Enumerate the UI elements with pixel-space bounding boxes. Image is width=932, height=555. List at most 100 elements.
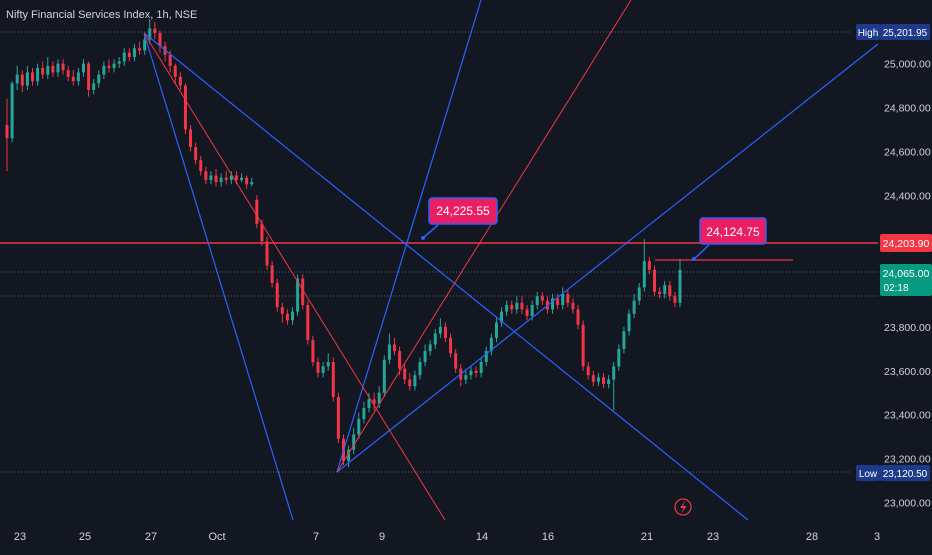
candle-body <box>148 28 152 40</box>
candle-body <box>505 304 509 312</box>
time-axis[interactable]: 23 25 27 Oct 7 9 14 16 21 23 28 3 <box>14 531 880 543</box>
candle <box>25 65 29 90</box>
last-price-text: 24,065.00 <box>883 268 930 280</box>
candle <box>612 362 616 411</box>
candle-body <box>581 324 585 367</box>
candle-body <box>352 434 356 450</box>
candle-body <box>112 63 116 69</box>
candle-body <box>612 366 616 380</box>
candle <box>331 357 335 402</box>
x-tick-label: 28 <box>806 531 818 543</box>
candle <box>245 175 249 189</box>
candle-body <box>245 177 249 185</box>
lightning-bolt-icon[interactable] <box>674 498 692 516</box>
candle-body <box>520 302 524 310</box>
candle-body <box>97 74 101 84</box>
candle <box>525 304 529 321</box>
candle <box>607 375 611 389</box>
candle-body <box>30 72 34 82</box>
candle-body <box>392 344 396 352</box>
fan-line-down[interactable] <box>143 32 446 521</box>
trendline-down[interactable] <box>143 32 749 521</box>
candle <box>535 291 539 310</box>
trendline-steep-down[interactable] <box>143 32 294 521</box>
candle-body <box>653 269 657 292</box>
candle-body <box>673 296 677 303</box>
x-tick-label: 21 <box>641 531 653 543</box>
candle <box>367 392 371 413</box>
candle-body <box>173 65 177 77</box>
candle-body <box>398 351 402 369</box>
candle <box>464 370 468 384</box>
candle-body <box>413 375 417 387</box>
candle <box>41 61 45 79</box>
candle-body <box>194 147 198 161</box>
candle <box>489 333 493 356</box>
candle-body <box>678 269 682 303</box>
candle <box>250 177 254 187</box>
candle-body <box>107 65 111 69</box>
candle-body <box>418 362 422 376</box>
candle-body <box>168 54 172 66</box>
candle <box>398 346 402 376</box>
candle-body <box>617 348 621 367</box>
candle-body <box>132 48 136 58</box>
candle-body <box>199 160 203 172</box>
candle <box>596 372 600 387</box>
candle <box>148 19 152 44</box>
candle-body <box>494 322 498 338</box>
candle-body <box>275 283 279 308</box>
callout-box <box>428 197 498 225</box>
candle-body <box>71 76 75 82</box>
candle-body <box>296 278 300 312</box>
candle-body <box>525 309 529 316</box>
lightning-bolt-shape <box>680 501 687 514</box>
x-tick-label: 23 <box>14 531 26 543</box>
candle-body <box>46 65 50 75</box>
price-callout-24124[interactable]: 24,124.75 <box>692 217 767 261</box>
candle <box>673 291 677 308</box>
candle <box>561 287 565 310</box>
candle <box>668 280 672 301</box>
candle <box>46 57 50 79</box>
candle-body <box>596 377 600 382</box>
candle-body <box>377 392 381 404</box>
candle-body <box>551 298 555 310</box>
candle-body <box>637 287 641 301</box>
candle-body <box>25 72 29 86</box>
y-tick-label: 23,200.00 <box>884 454 931 466</box>
candle-body <box>270 265 274 284</box>
candle-body <box>372 399 376 404</box>
candle-body <box>576 309 580 325</box>
candle-body <box>209 175 213 180</box>
candle <box>387 333 391 365</box>
x-tick-label: 16 <box>542 531 554 543</box>
candle-body <box>357 419 361 435</box>
candle-body <box>291 311 295 321</box>
candle <box>219 173 223 187</box>
x-tick-label: 9 <box>379 531 385 543</box>
chart-title: Nifty Financial Services Index, 1h, NSE <box>6 9 197 21</box>
candle-body <box>469 370 473 376</box>
x-tick-label: 23 <box>707 531 719 543</box>
candle <box>678 258 682 308</box>
trendline-steep-up[interactable] <box>336 0 482 473</box>
candle <box>153 21 157 40</box>
candle <box>627 309 631 336</box>
x-tick-label: 25 <box>79 531 91 543</box>
price-callout-24225[interactable]: 24,225.55 <box>421 197 498 240</box>
high-value-text: 25,201.95 <box>883 28 928 39</box>
candle <box>642 239 646 292</box>
x-tick-label: 27 <box>145 531 157 543</box>
reference-dotted-lines <box>0 31 878 473</box>
price-axis[interactable]: 25,000.00 24,800.00 24,600.00 24,400.00 24,2… <box>884 59 931 510</box>
trendline-up[interactable] <box>336 43 879 473</box>
fan-line-up[interactable] <box>336 0 632 473</box>
y-tick-label: 23,800.00 <box>884 322 931 334</box>
candle-body <box>87 63 91 90</box>
candle-body <box>627 313 631 332</box>
candle-body <box>56 63 60 73</box>
